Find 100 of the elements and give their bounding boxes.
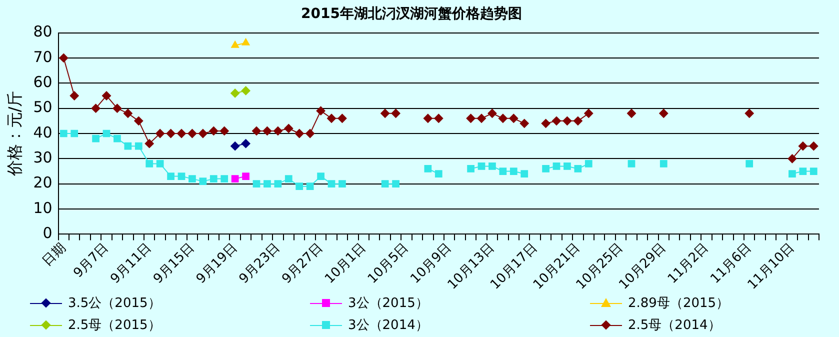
- point: [391, 108, 400, 118]
- point: [177, 128, 186, 138]
- point: [262, 126, 272, 136]
- point: [510, 168, 518, 175]
- point: [660, 160, 668, 168]
- point: [562, 116, 572, 126]
- point: [520, 118, 529, 128]
- point: [573, 116, 582, 126]
- point: [520, 170, 528, 178]
- point: [628, 160, 636, 168]
- y-tick-label: 60: [33, 73, 52, 92]
- point: [381, 180, 389, 188]
- point: [198, 128, 208, 138]
- point: [188, 175, 196, 182]
- point: [146, 160, 154, 168]
- point: [284, 175, 292, 182]
- point: [220, 126, 229, 136]
- y-tick-label: 70: [33, 48, 52, 66]
- y-tick-label: 80: [33, 22, 52, 41]
- point: [810, 168, 818, 175]
- legend-label: 3公（2015）: [348, 295, 428, 312]
- point: [231, 175, 239, 182]
- y-tick-label: 30: [33, 148, 52, 167]
- point: [574, 165, 582, 172]
- y-tick-label: 0: [42, 224, 52, 242]
- point: [124, 142, 132, 150]
- point: [294, 128, 304, 138]
- point: [123, 108, 132, 118]
- point: [327, 114, 336, 123]
- point: [380, 108, 390, 118]
- point: [584, 160, 592, 168]
- y-tick-label: 50: [33, 98, 52, 116]
- point: [659, 108, 668, 118]
- y-tick-label: 40: [33, 123, 52, 142]
- point: [167, 172, 174, 180]
- point: [220, 175, 228, 182]
- x-tick-label: 11月2日: [665, 240, 712, 287]
- point: [134, 116, 144, 126]
- point: [541, 118, 550, 128]
- point: [423, 114, 432, 123]
- y-tick-label: 10: [33, 198, 52, 217]
- point: [788, 170, 796, 178]
- point: [102, 91, 111, 100]
- point: [210, 175, 218, 182]
- point: [317, 172, 324, 180]
- point: [434, 170, 442, 178]
- point: [564, 162, 571, 170]
- point: [273, 126, 282, 136]
- point: [498, 114, 508, 123]
- point: [788, 154, 797, 164]
- point: [392, 180, 400, 188]
- y-axis-title: 价格：元/斤: [4, 90, 24, 178]
- point: [542, 165, 550, 172]
- point: [264, 180, 271, 188]
- point: [230, 88, 240, 98]
- point: [134, 142, 142, 150]
- x-tick-label: 日期: [40, 240, 69, 270]
- point: [809, 142, 818, 151]
- point: [477, 114, 486, 123]
- point: [424, 165, 432, 172]
- legend-label: 2.5母（2015）: [68, 317, 161, 334]
- point: [478, 162, 486, 170]
- point: [241, 86, 250, 96]
- chart-title: 2015年湖北汈汊湖河蟹价格趋势图: [301, 6, 522, 22]
- point: [746, 160, 754, 168]
- point: [499, 168, 507, 175]
- point: [799, 168, 807, 175]
- point: [70, 130, 78, 138]
- point: [284, 124, 294, 133]
- point: [306, 128, 315, 138]
- point: [92, 134, 100, 142]
- point: [552, 116, 561, 126]
- point: [242, 172, 250, 180]
- point: [199, 178, 207, 186]
- point: [112, 104, 122, 113]
- legend-label: 2.5母（2014）: [628, 317, 721, 334]
- point: [178, 172, 186, 180]
- point: [338, 180, 346, 188]
- point: [156, 160, 164, 168]
- point: [509, 114, 518, 123]
- point: [252, 180, 260, 188]
- point: [552, 162, 560, 170]
- point: [306, 182, 314, 190]
- point: [798, 142, 808, 151]
- point: [60, 130, 68, 138]
- legend-label: 2.89母（2015）: [628, 295, 730, 312]
- point: [241, 139, 250, 148]
- point: [488, 162, 496, 170]
- point: [252, 126, 261, 136]
- point: [744, 108, 754, 118]
- point: [91, 104, 100, 113]
- legend-label: 3.5公（2015）: [68, 295, 161, 312]
- point: [166, 128, 176, 138]
- point: [434, 114, 444, 123]
- point: [274, 180, 282, 188]
- point: [156, 128, 165, 138]
- point: [467, 165, 474, 172]
- point: [70, 91, 79, 100]
- point: [144, 139, 154, 148]
- point: [296, 182, 304, 190]
